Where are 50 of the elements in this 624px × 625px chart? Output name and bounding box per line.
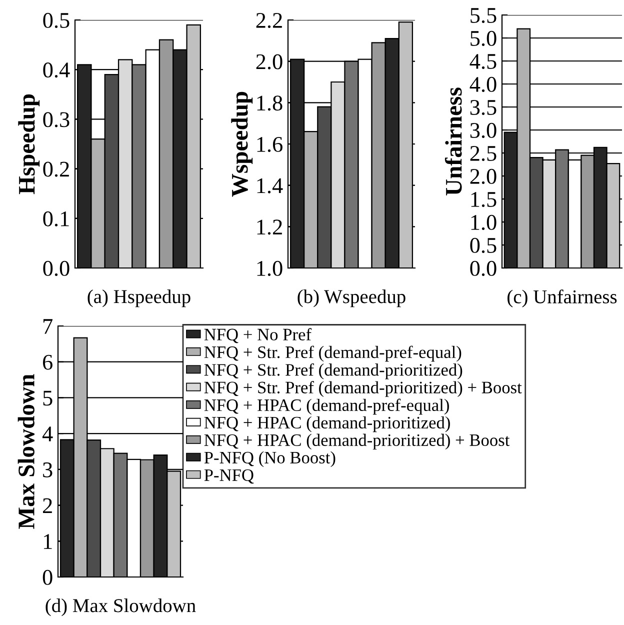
legend-label: P-NFQ (No Boost) <box>204 451 336 468</box>
y-tick-label: 2.5 <box>470 146 496 162</box>
legend-label: NFQ + No Pref <box>204 328 312 344</box>
y-tick-label: 5 <box>43 390 52 406</box>
y-tick-label: 0.2 <box>43 162 69 177</box>
legend-label: P-NFQ <box>204 469 254 484</box>
y-tick-label: 2 <box>43 498 52 513</box>
y-tick-label: 7 <box>43 319 52 334</box>
y-tick-label: 2.0 <box>256 54 282 70</box>
y-tick-label: 2.2 <box>256 12 282 28</box>
y-tick-label: 3.5 <box>470 100 496 116</box>
y-tick-label: 1.0 <box>257 260 282 276</box>
y-tick-label: 0.0 <box>43 260 70 276</box>
y-tick-label: 0.0 <box>470 260 496 276</box>
x-axis-title: (c) Unfairness <box>508 290 617 308</box>
y-tick-label: 1.2 <box>257 220 282 235</box>
y-axis-title: Hspeedup <box>18 94 40 194</box>
legend-label: NFQ + Str. Pref (demand-prioritized) + Boost <box>204 381 522 397</box>
y-tick-label: 1.5 <box>471 192 496 208</box>
y-tick-label: 6 <box>42 354 52 370</box>
y-tick-label: 4 <box>42 426 53 442</box>
y-tick-label: 0.4 <box>43 62 70 78</box>
y-tick-label: 5.0 <box>470 30 496 46</box>
y-tick-label: 3.0 <box>470 122 496 138</box>
y-tick-label: 1.8 <box>257 96 282 111</box>
legend-label: NFQ + HPAC (demand-pref-equal) <box>204 398 449 415</box>
y-tick-label: 1.6 <box>257 136 282 152</box>
y-axis-title: Wspeedup <box>231 92 253 197</box>
y-axis-title: Max Slowdown <box>18 374 34 529</box>
y-tick-label: 0.5 <box>43 12 70 28</box>
y-tick-label: 1.4 <box>257 178 283 194</box>
y-axis-title: Unfairness <box>444 88 462 196</box>
y-tick-label: 5.5 <box>470 8 496 24</box>
x-axis-title: (a) Hspeedup <box>88 290 190 308</box>
y-tick-label: 4.5 <box>470 54 496 70</box>
legend-label: NFQ + HPAC (demand-prioritized) + Boost <box>204 434 510 450</box>
y-tick-label: 0.3 <box>43 112 70 128</box>
x-axis-title: (b) Wspeedup <box>298 290 406 308</box>
y-tick-label: 0.1 <box>43 211 69 226</box>
legend-label: NFQ + Str. Pref (demand-prioritized) <box>204 363 462 380</box>
legend-label: NFQ + HPAC (demand-prioritized) <box>204 416 450 432</box>
y-tick-label: 4.0 <box>470 76 496 92</box>
y-tick-label: 1 <box>44 534 52 549</box>
y-tick-label: 3 <box>43 462 52 478</box>
legend-label: NFQ + Str. Pref (demand-pref-equal) <box>204 346 462 362</box>
y-tick-label: 1.0 <box>471 214 496 230</box>
y-tick-label: 2.0 <box>470 168 496 184</box>
y-tick-label: 0.5 <box>470 238 496 254</box>
x-axis-title: (d) Max Slowdown <box>46 598 196 616</box>
y-tick-label: 0 <box>42 570 52 585</box>
